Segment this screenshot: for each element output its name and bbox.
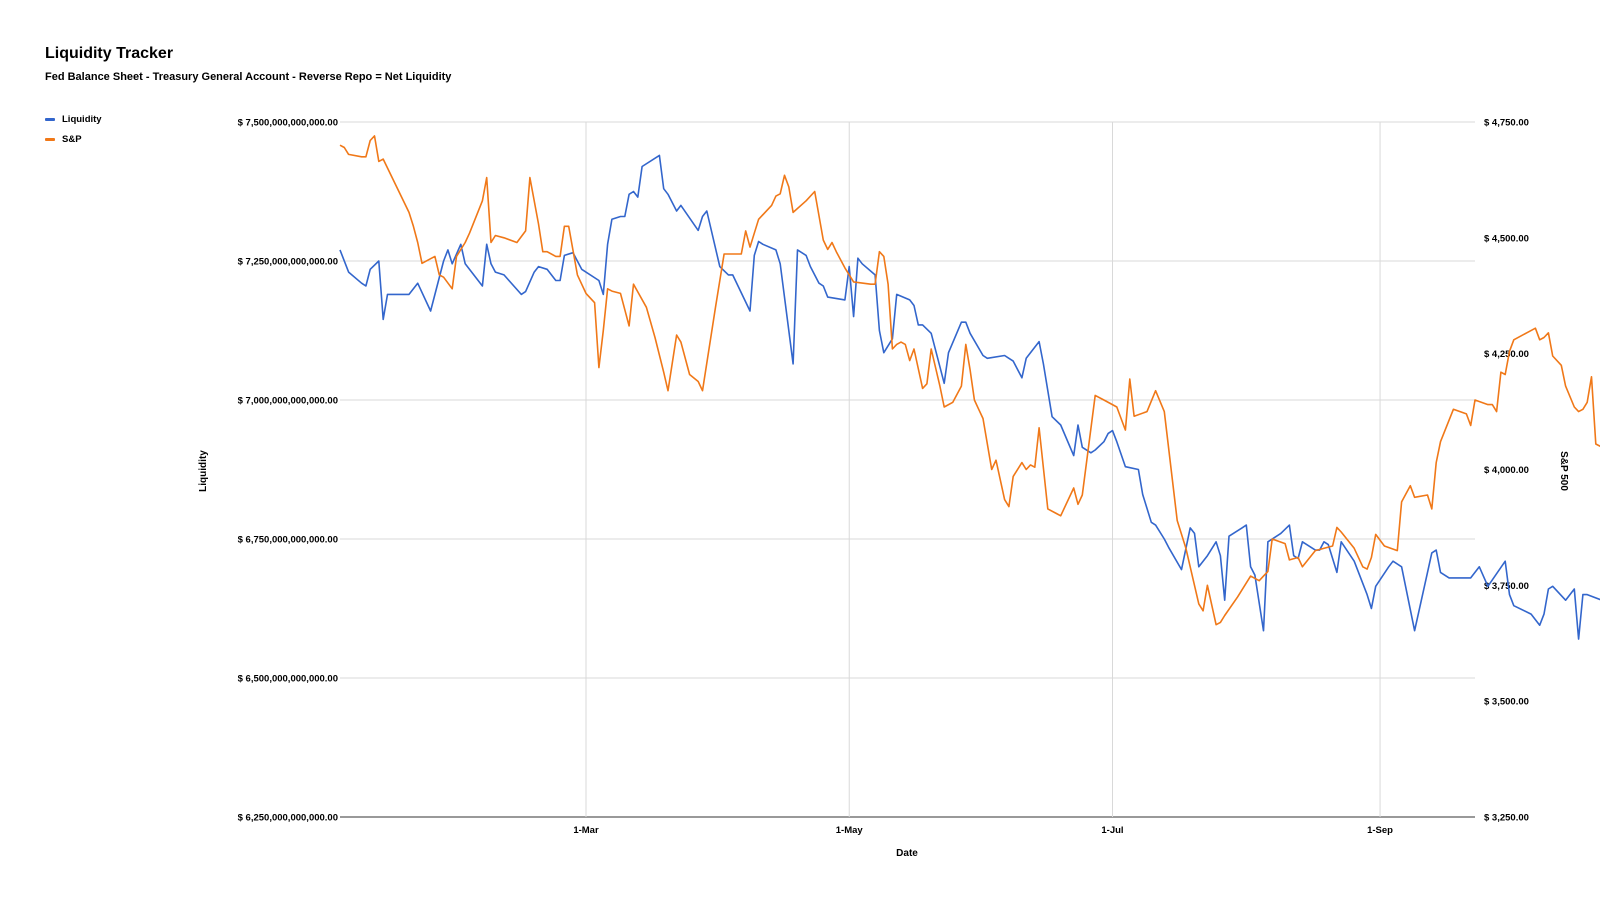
y-left-tick-label: $ 6,750,000,000,000.00	[238, 535, 338, 546]
y-right-tick-label: $ 4,500.00	[1484, 233, 1529, 244]
legend-swatch-sp	[45, 138, 55, 141]
series-line-sp	[339, 135, 1600, 626]
y-right-tick-label: $ 4,750.00	[1484, 118, 1529, 129]
legend-label-liquidity: Liquidity	[62, 114, 102, 125]
y-axis-left-title: Liquidity	[198, 450, 209, 492]
legend-item-sp[interactable]: S&P	[45, 134, 82, 145]
y-axis-right-title: S&P 500	[1558, 451, 1569, 491]
y-right-tick-label: $ 3,750.00	[1484, 581, 1529, 592]
x-axis-title: Date	[896, 848, 918, 859]
y-left-tick-label: $ 7,500,000,000,000.00	[238, 118, 338, 129]
x-tick-label: 1-Sep	[1367, 825, 1393, 836]
y-left-tick-label: $ 7,000,000,000,000.00	[238, 396, 338, 407]
series-line-liquidity	[339, 154, 1600, 640]
series-lines	[339, 135, 1600, 640]
chart-title: Liquidity Tracker	[45, 45, 174, 62]
y-right-tick-label: $ 3,500.00	[1484, 697, 1529, 708]
y-right-tick-label: $ 4,250.00	[1484, 349, 1529, 360]
gridlines	[340, 121, 1475, 818]
legend-label-sp: S&P	[62, 134, 82, 145]
y-left-tick-label: $ 6,250,000,000,000.00	[238, 813, 338, 824]
legend-item-liquidity[interactable]: Liquidity	[45, 114, 102, 125]
x-tick-label: 1-Mar	[573, 825, 599, 836]
y-right-tick-label: $ 4,000.00	[1484, 465, 1529, 476]
tick-labels: $ 7,500,000,000,000.00 $ 7,250,000,000,00…	[238, 118, 1529, 837]
y-right-tick-label: $ 3,250.00	[1484, 813, 1529, 824]
x-tick-label: 1-May	[836, 825, 864, 836]
y-left-tick-label: $ 6,500,000,000,000.00	[238, 674, 338, 685]
legend-swatch-liquidity	[45, 118, 55, 121]
chart-subtitle: Fed Balance Sheet - Treasury General Acc…	[45, 71, 452, 83]
y-left-tick-label: $ 7,250,000,000,000.00	[238, 257, 338, 268]
x-tick-label: 1-Jul	[1101, 825, 1123, 836]
